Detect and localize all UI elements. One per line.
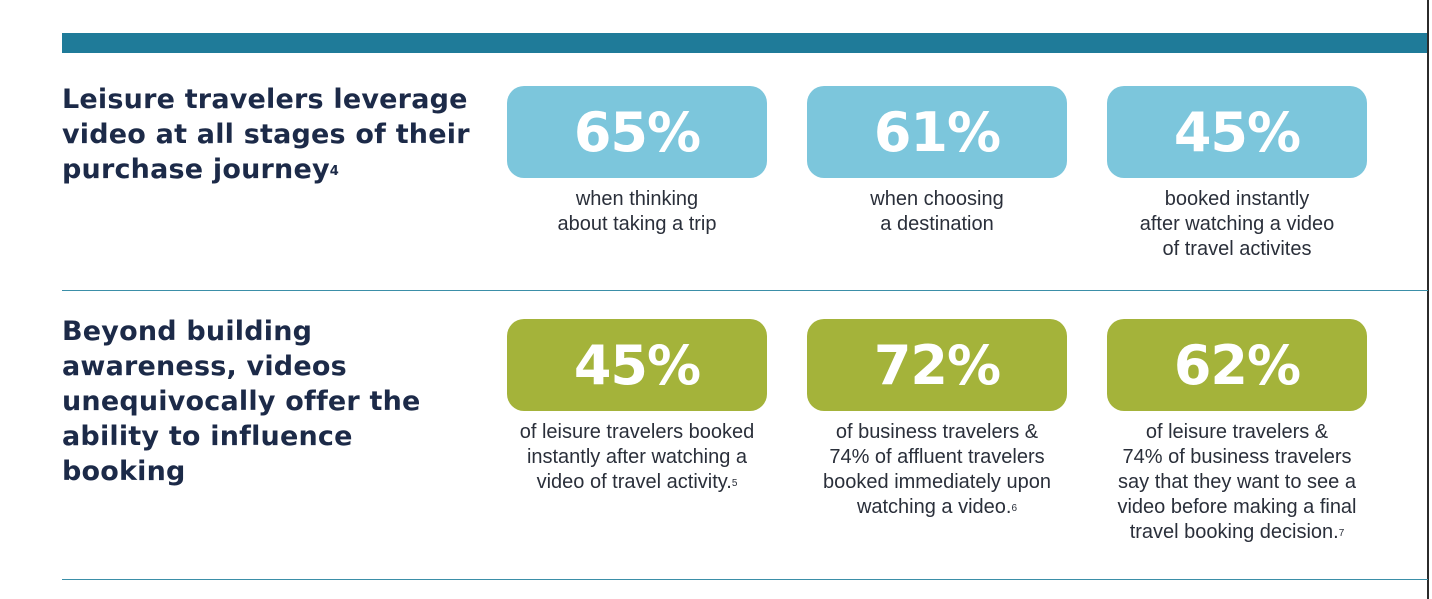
stat-caption-text: of leisure travelers booked instantly af…: [519, 421, 755, 493]
header-band: [62, 33, 1428, 53]
stat-value-pill: 62%: [1107, 319, 1367, 411]
page-edge-rule: [1427, 0, 1429, 599]
section-divider-bottom: [62, 579, 1428, 580]
stat-card-leisure-booked: 45% booked instantly after watching a vi…: [1107, 86, 1367, 262]
stat-caption: of business travelers & 74% of affluent …: [807, 420, 1067, 520]
section-1-heading: Leisure travelers leverage video at all …: [62, 82, 482, 187]
stat-caption-footnote: 5: [731, 478, 738, 489]
stat-caption: of leisure travelers & 74% of business t…: [1107, 420, 1367, 545]
stat-value-pill: 65%: [507, 86, 767, 178]
stat-value-pill: 72%: [807, 319, 1067, 411]
stat-card-want-video-before-booking: 62% of leisure travelers & 74% of busine…: [1107, 319, 1367, 545]
stat-card-leisure-thinking: 65% when thinking about taking a trip: [507, 86, 767, 237]
stat-card-leisure-choosing: 61% when choosing a destination: [807, 86, 1067, 237]
stat-card-leisure-instant-booking: 45% of leisure travelers booked instantl…: [507, 319, 767, 495]
stat-caption-text: of leisure travelers & 74% of business t…: [1117, 421, 1357, 543]
stat-card-business-affluent-booking: 72% of business travelers & 74% of afflu…: [807, 319, 1067, 520]
stat-caption: when choosing a destination: [807, 187, 1067, 237]
stat-caption-footnote: 6: [1011, 503, 1018, 514]
stat-caption-footnote: 7: [1338, 528, 1345, 539]
stat-value-pill: 61%: [807, 86, 1067, 178]
stat-caption-text: when choosing a destination: [870, 188, 1004, 235]
stat-caption-text: of business travelers & 74% of affluent …: [823, 421, 1051, 518]
stat-value-pill: 45%: [1107, 86, 1367, 178]
section-divider: [62, 290, 1428, 291]
section-1-heading-text: Leisure travelers leverage video at all …: [62, 84, 470, 185]
section-2-heading: Beyond building awareness, videos unequi…: [62, 314, 482, 489]
stat-caption: booked instantly after watching a video …: [1107, 187, 1367, 262]
stat-caption-text: booked instantly after watching a video …: [1139, 188, 1335, 260]
stat-caption: when thinking about taking a trip: [507, 187, 767, 237]
section-1-heading-footnote: 4: [329, 164, 340, 179]
section-2-heading-text: Beyond building awareness, videos unequi…: [62, 316, 421, 487]
stat-caption: of leisure travelers booked instantly af…: [507, 420, 767, 495]
stat-caption-text: when thinking about taking a trip: [557, 188, 717, 235]
stat-value-pill: 45%: [507, 319, 767, 411]
